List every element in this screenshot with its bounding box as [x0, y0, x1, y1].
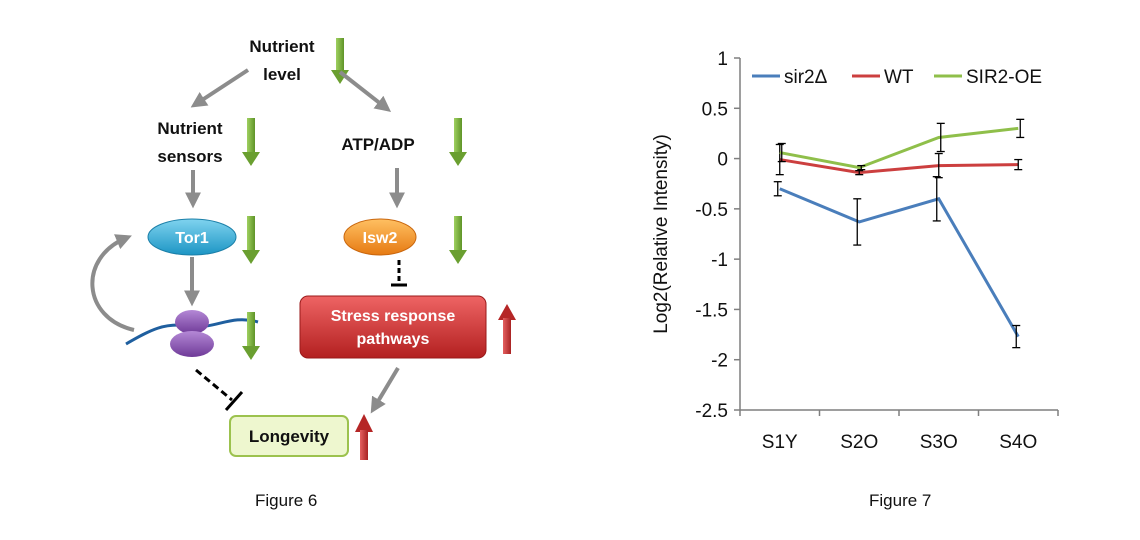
tor1-label: Tor1 — [175, 230, 209, 247]
tor1-feedback-loop-arrow — [90, 234, 135, 332]
y-tick-label: -0.5 — [695, 200, 728, 221]
arrow-level-to-sensors — [190, 68, 250, 108]
y-tick-label: -1.5 — [695, 300, 728, 321]
y-tick-label: 0 — [717, 150, 728, 171]
pathway-diagram: Nutrient level Nutrient sensors ATP/ADP … — [90, 37, 516, 460]
stress-response-node: Stress response pathways — [299, 295, 487, 359]
figure6-caption: Figure 6 — [255, 491, 318, 510]
longevity-label: Longevity — [249, 427, 330, 446]
figure7-caption: Figure 7 — [869, 491, 932, 510]
x-tick-label: S3O — [920, 432, 958, 453]
series-line-sir2Δ — [779, 187, 1020, 338]
x-tick-label: S4O — [999, 432, 1037, 453]
ribosome-down-arrow-icon — [242, 312, 260, 360]
atp-adp-label: ATP/ADP — [341, 135, 414, 154]
nutrient-level-label-line1: Nutrient — [249, 37, 315, 56]
translation-inhibits-longevity-connector — [195, 368, 244, 411]
nutrient-sensors-label-line2: sensors — [157, 147, 222, 166]
longevity-up-arrow-icon — [355, 414, 373, 460]
atp-adp-down-arrow-icon — [449, 118, 467, 166]
stress-response-label-line1: Stress response — [331, 308, 456, 325]
nutrient-sensors-down-arrow-icon — [242, 118, 260, 166]
ribosome-icon — [170, 310, 214, 357]
stress-response-up-arrow-icon — [498, 304, 516, 354]
legend-label: SIR2-OE — [966, 67, 1042, 88]
tor1-node: Tor1 — [147, 218, 237, 256]
series-line-SIR2-OE — [779, 126, 1019, 170]
stress-response-label-line2: pathways — [357, 331, 430, 348]
isw2-inhibits-stress-connector — [391, 260, 407, 287]
figure7-line-chart: 1 0.5 0 -0.5 -1 -1.5 -2 -2.5 S1Y S2O S3O S4O Log2(Re… — [651, 49, 1059, 453]
legend-label: WT — [884, 67, 914, 88]
x-tick-label: S1Y — [762, 432, 798, 453]
nutrient-sensors-label-line1: Nutrient — [157, 119, 223, 138]
arrow-stress-to-longevity — [370, 366, 400, 414]
nutrient-level-label-line2: level — [263, 65, 301, 84]
y-tick-label: -1 — [711, 250, 728, 271]
y-tick-label: 0.5 — [702, 99, 728, 120]
longevity-node: Longevity — [229, 415, 349, 457]
series-line-WT — [779, 158, 1019, 175]
isw2-label: Isw2 — [363, 230, 398, 247]
x-tick-label: S2O — [840, 432, 878, 453]
tor1-down-arrow-icon — [242, 216, 260, 264]
arrow-level-to-atp — [338, 70, 392, 112]
y-axis-title: Log2(Relative Intensity) — [651, 134, 672, 334]
y-tick-label: 1 — [717, 49, 728, 70]
isw2-node: Isw2 — [343, 218, 417, 256]
y-tick-label: -2 — [711, 351, 728, 372]
legend-label: sir2Δ — [784, 67, 828, 88]
isw2-down-arrow-icon — [449, 216, 467, 264]
y-tick-label: -2.5 — [695, 401, 728, 422]
